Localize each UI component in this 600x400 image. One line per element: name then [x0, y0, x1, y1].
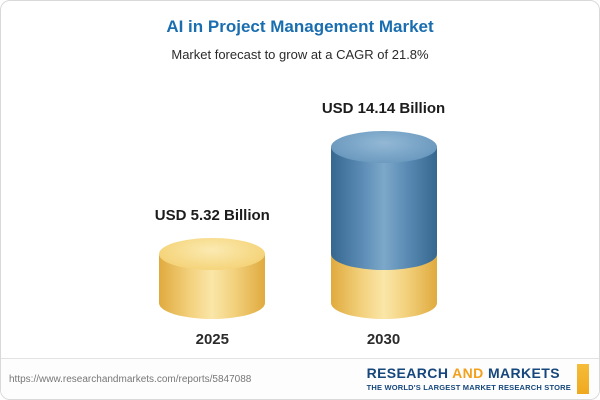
- chart-header: AI in Project Management Market Market f…: [1, 1, 599, 62]
- chart-area: USD 5.32 Billion 2025 USD 14.14 Billion …: [1, 62, 599, 358]
- cylinder-top-ellipse: [330, 130, 437, 163]
- value-label-2025: USD 5.32 Billion: [154, 207, 270, 225]
- year-label-2030: 2030: [366, 331, 401, 348]
- year-label-2025: 2025: [195, 331, 229, 348]
- bar-2030: [330, 130, 437, 319]
- chart-subtitle: Market forecast to grow at a CAGR of 21.…: [171, 47, 429, 62]
- logo-tagline: THE WORLD'S LARGEST MARKET RESEARCH STOR…: [366, 383, 571, 392]
- footer-bar: https://www.researchandmarkets.com/repor…: [1, 358, 599, 399]
- bar-group-2030: USD 14.14 Billion 2030: [322, 100, 445, 348]
- logo-word-research: RESEARCH: [366, 365, 449, 381]
- page-title: AI in Project Management Market: [166, 17, 434, 36]
- logo-text: RESEARCH AND MARKETS THE WORLD'S LARGEST…: [367, 366, 571, 392]
- logo-gold-mark-icon: [577, 364, 589, 394]
- research-and-markets-logo: RESEARCH AND MARKETS THE WORLD'S LARGEST…: [367, 364, 589, 394]
- bar-group-2025: USD 5.32 Billion 2025: [155, 207, 270, 348]
- source-url: https://www.researchandmarkets.com/repor…: [9, 373, 252, 385]
- value-label-2030: USD 14.14 Billion: [321, 99, 446, 117]
- cylinder-body-2030-growth: [330, 146, 437, 255]
- cylinder-segment-divider: [330, 238, 437, 271]
- bar-2025: [159, 238, 266, 319]
- logo-word-markets: MARKETS: [487, 365, 560, 381]
- cylinder-top-ellipse: [159, 238, 266, 271]
- logo-word-and: AND: [452, 365, 484, 381]
- logo-wordmark: RESEARCH AND MARKETS: [367, 366, 571, 380]
